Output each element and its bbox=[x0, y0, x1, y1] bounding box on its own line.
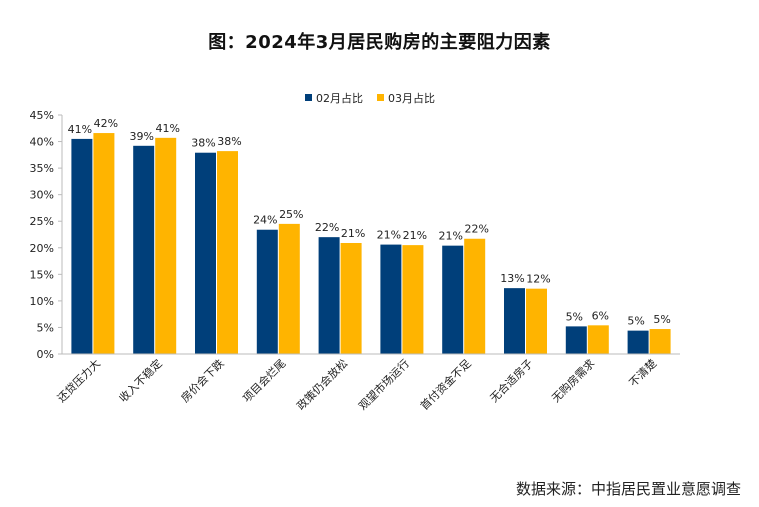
y-tick-label: 25% bbox=[30, 215, 54, 228]
bar-feb bbox=[442, 245, 464, 354]
legend-swatch bbox=[377, 94, 384, 101]
data-label: 22% bbox=[464, 223, 488, 236]
data-label: 21% bbox=[438, 230, 462, 243]
bar-feb bbox=[256, 229, 278, 354]
x-category-label: 首付资金不足 bbox=[417, 356, 474, 413]
y-tick-label: 10% bbox=[30, 295, 54, 308]
x-category-label: 还贷压力大 bbox=[54, 356, 103, 405]
x-category-label: 收入不稳定 bbox=[116, 356, 165, 405]
data-label: 6% bbox=[592, 309, 609, 322]
y-tick-label: 15% bbox=[30, 268, 54, 281]
data-label: 5% bbox=[627, 315, 644, 328]
data-label: 21% bbox=[341, 227, 365, 240]
legend-label: 03月占比 bbox=[388, 91, 435, 105]
bar-mar bbox=[402, 245, 424, 354]
legend-swatch bbox=[305, 94, 312, 101]
bar-mar bbox=[587, 325, 609, 354]
data-label: 25% bbox=[279, 208, 303, 221]
data-label: 41% bbox=[68, 123, 92, 136]
x-category-label: 政策仍会放松 bbox=[294, 356, 351, 413]
bar-mar bbox=[278, 223, 300, 354]
bar-feb bbox=[318, 237, 340, 354]
legend: 02月占比 03月占比 bbox=[305, 91, 435, 105]
y-tick-label: 35% bbox=[30, 162, 54, 175]
data-label: 5% bbox=[653, 313, 670, 326]
bar-mar bbox=[155, 137, 177, 354]
data-label: 13% bbox=[500, 272, 524, 285]
bar-feb bbox=[195, 152, 216, 354]
bar-mar bbox=[649, 329, 671, 354]
data-label: 39% bbox=[129, 130, 153, 143]
bar-chart: 02月占比 03月占比 0%5%10%15%20%25%30%35%40%45% … bbox=[30, 91, 680, 413]
bar-feb bbox=[627, 330, 649, 354]
x-category-label: 无购房需求 bbox=[549, 356, 598, 405]
x-category-label: 无合适房子 bbox=[487, 356, 536, 405]
y-axis: 0% 5% 10% 15% 20% 25% 30% 35% 40% 45% bbox=[30, 109, 63, 361]
bars: 41% 42%39%41%38% 38%24% 25%22% 21% 21% 21% 21%2… bbox=[68, 117, 671, 354]
bar-mar bbox=[93, 133, 115, 354]
data-label: 38% bbox=[217, 135, 241, 148]
y-tick-label: 40% bbox=[30, 136, 54, 149]
bar-feb bbox=[380, 244, 402, 354]
x-category-label: 项目会烂尾 bbox=[240, 357, 288, 405]
bar-mar bbox=[526, 288, 547, 354]
x-axis: 还贷压力大 收入不稳定 房价会下跌 项目会烂尾 政策仍会放松 观望市场运行 首付资金不足 无合… bbox=[54, 353, 680, 413]
data-label: 38% bbox=[191, 137, 215, 150]
x-category-label: 观望市场运行 bbox=[355, 356, 412, 413]
y-tick-label: 5% bbox=[37, 321, 54, 334]
chart-title: 图：2024年3月居民购房的主要阻力因素 bbox=[208, 32, 551, 53]
x-category-label: 房价会下跌 bbox=[178, 356, 227, 405]
bar-feb bbox=[133, 145, 155, 354]
y-tick-label: 20% bbox=[30, 242, 54, 255]
y-tick-label: 30% bbox=[30, 189, 54, 202]
bar-feb bbox=[565, 326, 587, 354]
bar-mar bbox=[464, 238, 486, 354]
y-tick-label: 0% bbox=[37, 348, 54, 361]
data-label: 22% bbox=[315, 221, 339, 234]
bar-mar bbox=[217, 151, 238, 354]
data-label: 12% bbox=[526, 273, 550, 286]
data-label: 24% bbox=[253, 214, 277, 227]
data-label: 41% bbox=[155, 122, 179, 135]
data-label: 21% bbox=[377, 229, 401, 242]
data-label: 42% bbox=[94, 117, 118, 130]
bar-feb bbox=[504, 288, 525, 354]
data-source: 数据来源：中指居民置业意愿调查 bbox=[515, 480, 741, 498]
bar-feb bbox=[71, 138, 93, 354]
bar-mar bbox=[340, 242, 362, 354]
y-tick-label: 45% bbox=[30, 109, 54, 122]
data-label: 5% bbox=[566, 310, 583, 323]
legend-label: 02月占比 bbox=[316, 91, 363, 105]
x-category-label: 不清楚 bbox=[626, 356, 659, 389]
data-label: 21% bbox=[403, 229, 427, 242]
